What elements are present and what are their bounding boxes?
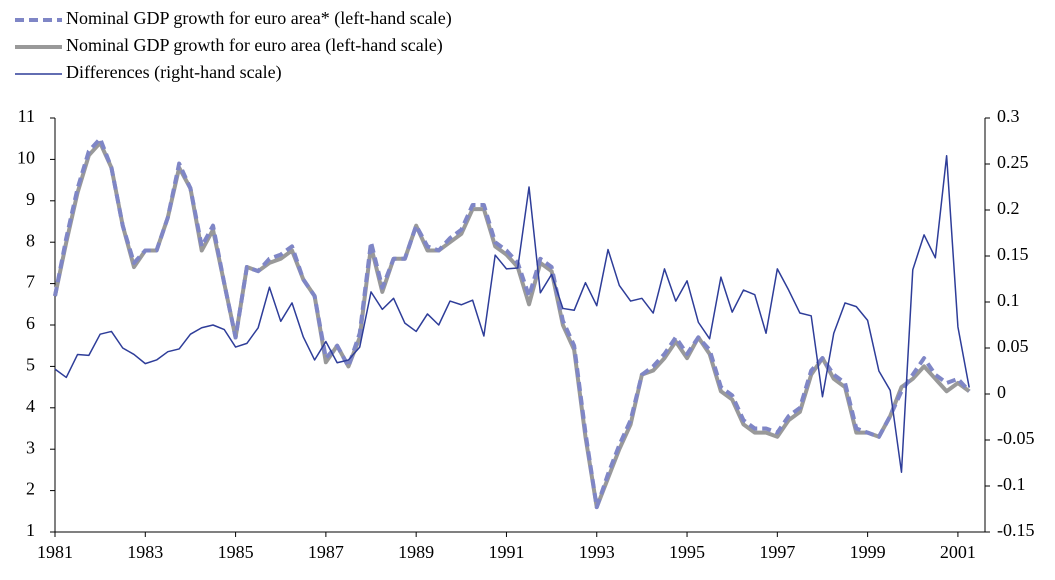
y2-tick-label: -0.05 xyxy=(997,428,1035,448)
y-tick-label: 9 xyxy=(26,189,35,209)
series-line xyxy=(53,136,971,510)
y-tick-label: 1 xyxy=(26,520,35,540)
y-tick-label: 5 xyxy=(26,355,35,375)
x-tick-label: 1993 xyxy=(579,542,615,562)
x-tick-label: 1997 xyxy=(759,542,795,562)
x-tick-label: 1987 xyxy=(308,542,344,562)
x-tick-label: 2001 xyxy=(940,542,976,562)
y2-tick-label: 0.15 xyxy=(997,244,1029,264)
series-line xyxy=(54,154,970,473)
y2-tick-label: 0 xyxy=(997,382,1006,402)
y-tick-label: 11 xyxy=(18,106,35,126)
y-tick-label: 7 xyxy=(26,272,35,292)
y-tick-label: 3 xyxy=(26,437,35,457)
y-tick-label: 10 xyxy=(17,148,35,168)
legend-label: Nominal GDP growth for euro area* (left-… xyxy=(66,8,452,29)
x-tick-label: 1989 xyxy=(398,542,434,562)
legend-label: Differences (right-hand scale) xyxy=(66,62,282,83)
x-tick-label: 1995 xyxy=(669,542,705,562)
legend-label: Nominal GDP growth for euro area (left-h… xyxy=(66,35,443,56)
y2-tick-label: -0.1 xyxy=(997,474,1026,494)
y2-tick-label: 0.2 xyxy=(997,198,1020,218)
y-tick-label: 6 xyxy=(26,313,35,333)
y2-tick-label: -0.15 xyxy=(997,520,1035,540)
y-tick-label: 8 xyxy=(26,230,35,250)
y2-tick-label: 0.05 xyxy=(997,336,1029,356)
x-tick-label: 1981 xyxy=(37,542,73,562)
x-tick-label: 1999 xyxy=(850,542,886,562)
y-tick-label: 4 xyxy=(26,396,35,416)
x-tick-label: 1983 xyxy=(127,542,163,562)
y-tick-label: 2 xyxy=(26,479,35,499)
y2-tick-label: 0.1 xyxy=(997,290,1020,310)
y2-tick-label: 0.25 xyxy=(997,152,1029,172)
x-tick-label: 1985 xyxy=(218,542,254,562)
x-tick-label: 1991 xyxy=(488,542,524,562)
y2-tick-label: 0.3 xyxy=(997,106,1020,126)
